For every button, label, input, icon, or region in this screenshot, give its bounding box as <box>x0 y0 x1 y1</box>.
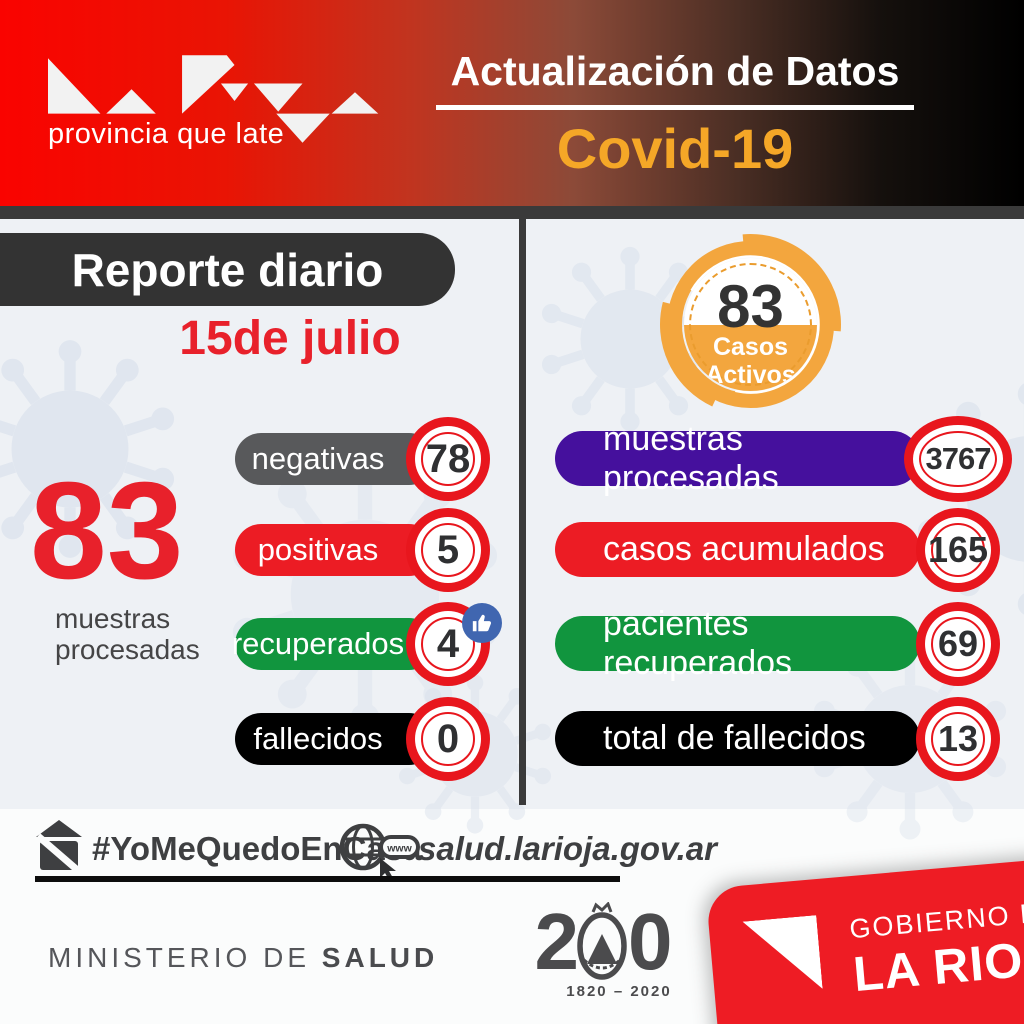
pill-positivas: positivas <box>235 524 435 576</box>
stat-label: total de fallecidos <box>603 719 866 757</box>
pill-recuperados: recuperados <box>231 618 435 670</box>
footer-divider <box>35 876 620 882</box>
stat-label: casos acumulados <box>603 530 885 568</box>
active-cases-label: Casos Activos <box>705 333 796 389</box>
active-cases-gauge: 83 Casos Activos <box>658 232 843 417</box>
stat-value-badge: 3767 <box>904 416 1012 502</box>
stat-label: recuperados <box>231 626 405 661</box>
page-subtitle: Covid-19 <box>556 117 794 180</box>
globe-www-icon: www <box>339 823 420 880</box>
mouse-cursor-icon <box>380 858 396 880</box>
gauge-face: 83 Casos Activos <box>684 258 817 391</box>
stat-value-badge: 13 <box>916 697 1000 781</box>
pill-fallecidos: fallecidos <box>235 713 435 765</box>
active-cases-value: 83 <box>717 273 784 340</box>
header-banner: provincia que late Actualización de Dato… <box>0 0 1024 206</box>
www-label: www <box>386 843 412 855</box>
stat-label: muestras procesadas <box>603 419 779 497</box>
pill-muestras-procesadas: muestras procesadas <box>555 420 920 497</box>
stat-value-badge: 165 <box>916 508 1000 592</box>
bicentennial-years: 1820 – 2020 <box>566 983 672 1000</box>
title-block: Actualización de Datos Covid-19 <box>435 48 915 181</box>
bicentennial-digit: 2 <box>534 897 579 986</box>
stat-label: positivas <box>257 532 379 567</box>
pill-casos-acumulados: casos acumulados <box>555 522 920 577</box>
pill-pacientes-recuperados: pacientes recuperados <box>555 605 920 682</box>
stat-label: fallecidos <box>253 721 383 756</box>
pill-negativas: negativas <box>235 433 435 485</box>
report-title-badge: Reporte diario <box>0 233 455 306</box>
hashtag-text: #YoMeQuedoEnCasa <box>92 830 422 867</box>
samples-big-number: 83 <box>30 454 184 608</box>
bicentennial-crest-icon <box>577 902 627 980</box>
samples-big-label: muestras procesadas <box>55 603 200 666</box>
la-rioja-triangle-icon <box>743 915 823 995</box>
pill-total-fallecidos: total de fallecidos <box>555 711 920 766</box>
column-divider <box>519 219 526 805</box>
page-title: Actualización de Datos <box>450 48 900 94</box>
report-title: Reporte diario <box>71 243 384 296</box>
stat-value-badge: 69 <box>916 602 1000 686</box>
government-ribbon: GOBIERNO DE LA RIOJA <box>705 854 1024 1024</box>
stat-value-badge: 0 <box>406 697 490 781</box>
stat-value-badge: 5 <box>406 508 490 592</box>
content-area: Reporte diario 15de julio 83 muestras pr… <box>0 219 1024 809</box>
logo-tagline: provincia que late <box>48 118 285 150</box>
stat-value-badge: 78 <box>406 417 490 501</box>
ministry-label: MINISTERIO DE SALUD <box>48 942 439 973</box>
title-underline <box>436 105 914 110</box>
report-date: 15de julio <box>179 312 401 365</box>
bicentennial-logo: 2 0 1820 – 2020 <box>522 897 682 1001</box>
la-rioja-logo-icon <box>48 55 379 143</box>
separator-band <box>0 206 1024 219</box>
thumbs-up-icon <box>462 603 502 643</box>
stat-label: negativas <box>251 441 385 476</box>
stat-label: pacientes recuperados <box>603 604 793 682</box>
website-url[interactable]: salud.larioja.gov.ar <box>418 830 717 867</box>
bicentennial-digit: 0 <box>628 897 672 986</box>
stay-home-icon <box>36 820 82 872</box>
